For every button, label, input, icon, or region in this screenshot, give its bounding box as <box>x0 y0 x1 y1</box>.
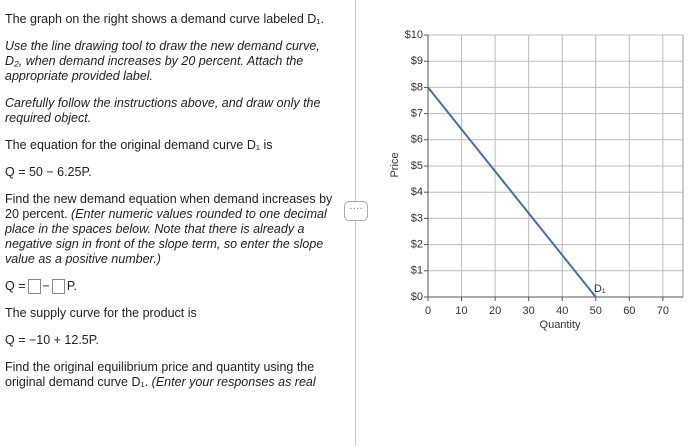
question-block: Find the new demand equation when demand… <box>5 192 340 267</box>
x-tick-label: 60 <box>623 305 635 317</box>
x-tick-label: 0 <box>425 305 431 317</box>
y-tick-label: $4 <box>411 186 423 198</box>
y-tick-label: $10 <box>405 29 423 41</box>
instructions-panel: The graph on the right shows a demand cu… <box>5 12 340 402</box>
chart: Price Quantity $0 $1 $2 $3 $4 $5 $6 $7 $8 $9 $10 0 1… <box>389 29 684 331</box>
answer-operator: − <box>42 279 50 293</box>
question-note: (Enter numeric values rounded to one dec… <box>5 207 327 266</box>
x-tick-label: 40 <box>556 305 568 317</box>
equilibrium-note: (Enter your responses as real <box>151 375 316 390</box>
curve-label: D₁ <box>594 283 606 295</box>
slope-input[interactable] <box>51 279 65 295</box>
answer-suffix: P. <box>66 279 78 293</box>
y-tick-label: $5 <box>411 160 423 172</box>
supply-intro: The supply curve for the product is <box>5 306 197 321</box>
intercept-input[interactable] <box>27 279 41 295</box>
supply-equation: Q = −10 + 12.5P. <box>5 333 99 348</box>
demand-equation: Q = 50 − 6.25P. <box>5 165 92 179</box>
y-tick-label: $3 <box>411 212 423 224</box>
question: Find the new demand equation when demand… <box>5 192 333 221</box>
x-tick-label: 70 <box>657 305 669 317</box>
y-tick-label: $6 <box>411 134 423 146</box>
y-tick-label: $7 <box>411 108 423 120</box>
y-tick-label: $0 <box>411 291 423 303</box>
answer-prefix: Q = <box>5 279 26 293</box>
intro: The graph on the right shows a demand cu… <box>5 12 324 26</box>
task: Use the line drawing tool to draw the ne… <box>5 39 320 83</box>
answer-row: Q = − P. <box>5 279 340 295</box>
x-tick-label: 10 <box>455 305 467 317</box>
y-tick-label: $2 <box>411 239 423 251</box>
equation-intro: The equation for the original demand cur… <box>5 138 273 152</box>
y-tick-label: $9 <box>411 55 423 67</box>
demand-curve <box>427 86 597 298</box>
x-tick-label: 30 <box>523 305 535 317</box>
equilibrium-question: Find the original equilibrium price and … <box>5 360 315 390</box>
panel-handle[interactable]: ···· <box>344 201 368 221</box>
y-tick-label: $8 <box>411 81 423 93</box>
caution: Carefully follow the instructions above,… <box>5 96 321 125</box>
x-axis-label: Quantity <box>540 319 581 331</box>
divider <box>355 0 356 446</box>
x-tick-label: 20 <box>489 305 501 317</box>
equilibrium-block: Find the original equilibrium price and … <box>5 360 340 390</box>
y-tick-label: $1 <box>411 265 423 277</box>
x-tick-label: 50 <box>590 305 602 317</box>
y-axis-label: Price <box>389 152 401 177</box>
